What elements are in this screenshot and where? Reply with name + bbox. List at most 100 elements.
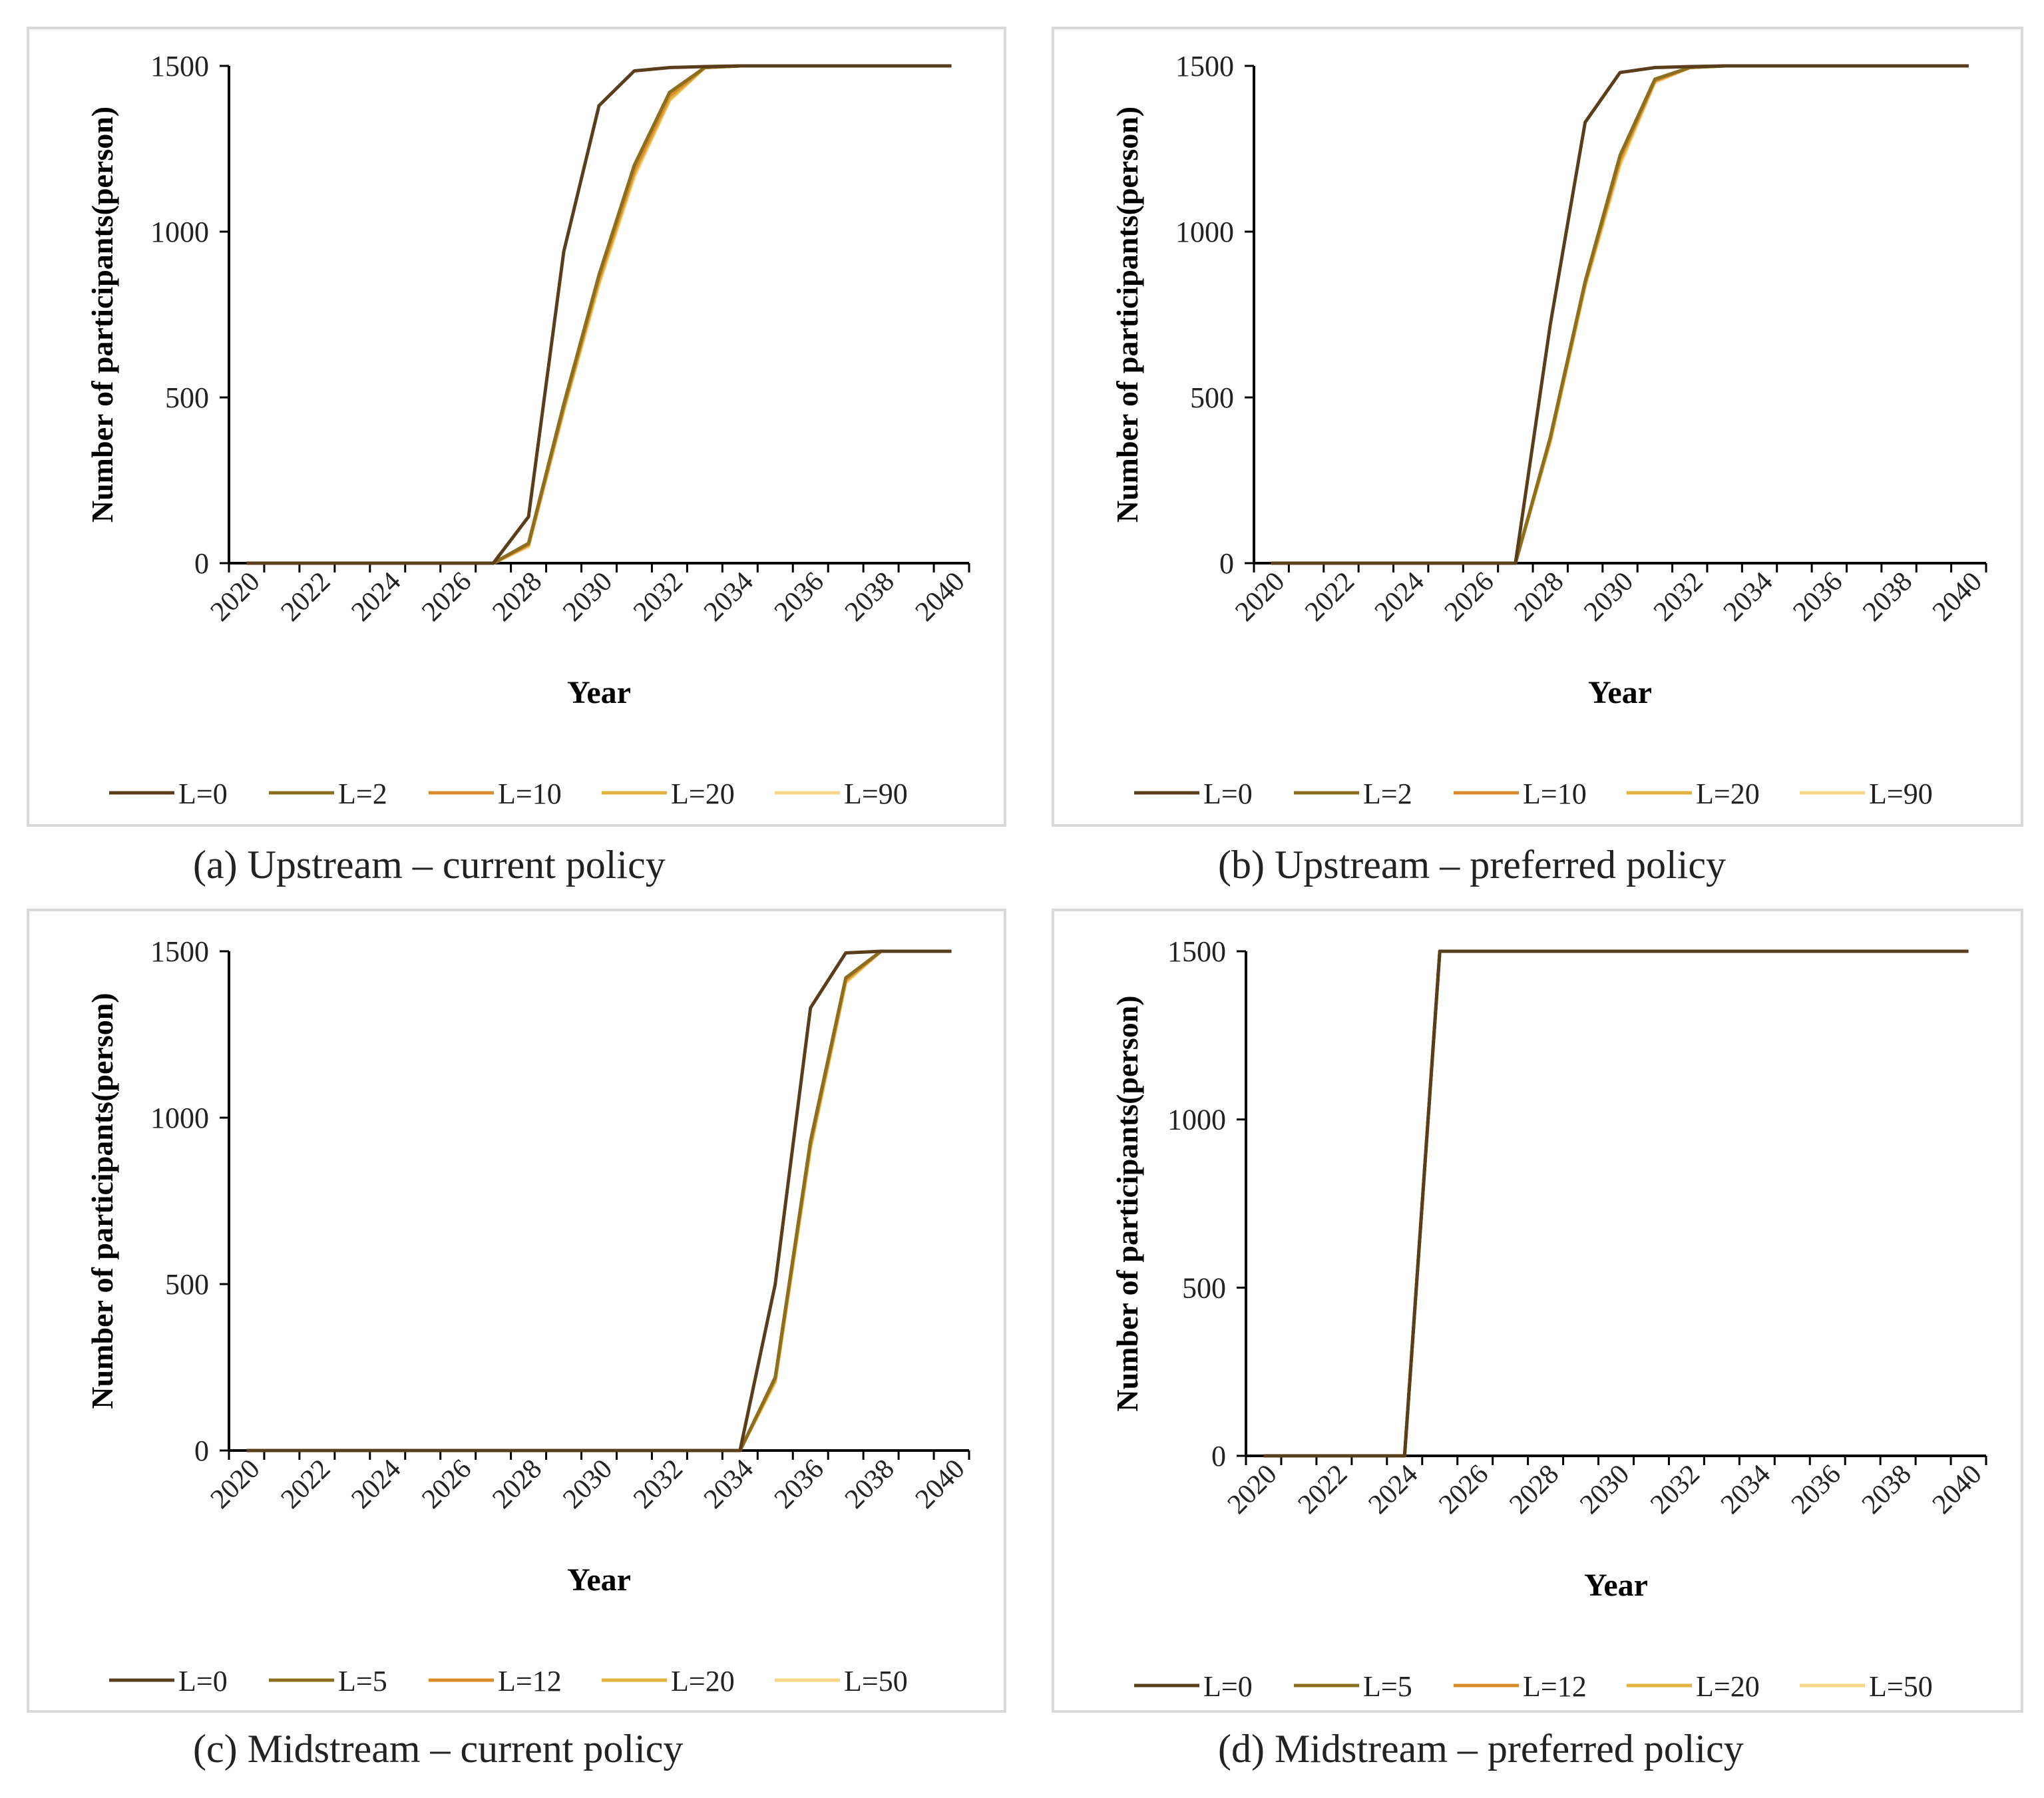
- x-tick-label: 2020: [205, 566, 266, 628]
- series-line-L=0: [246, 64, 952, 565]
- x-tick-label: 2020: [1222, 1459, 1283, 1520]
- legend-label: L=2: [1363, 778, 1412, 810]
- x-tick-label: 2024: [345, 1454, 407, 1515]
- x-tick-label: 2038: [1856, 1459, 1918, 1520]
- legend-label: L=10: [1523, 778, 1587, 810]
- x-tick-label: 2028: [487, 1454, 548, 1515]
- x-tick-label: 2040: [910, 566, 971, 628]
- x-axis-title: Year: [1584, 1568, 1648, 1603]
- chart-a: 0 500 1000 1500 2020 2022 2024 2026 2028 2030 2032…: [85, 50, 971, 810]
- chart-panel-c: 0 500 1000 1500 2020 2022 2024 2026 2028 2030 2032…: [27, 909, 1006, 1713]
- x-tick-label: 2028: [1508, 566, 1569, 628]
- series-line-L=2: [246, 64, 952, 565]
- x-tick-label: 2036: [769, 566, 830, 628]
- x-tick-label: 2026: [416, 1454, 477, 1515]
- series-line-L=90: [1271, 64, 1969, 565]
- y-tick-label: 1000: [150, 216, 209, 248]
- series-line-L=5: [1263, 949, 1969, 1458]
- x-tick-label: 2034: [698, 566, 759, 628]
- legend-label: L=50: [1869, 1670, 1933, 1703]
- x-tick-label: 2030: [557, 566, 618, 628]
- caption-b: (b) Upstream – preferred policy: [1218, 843, 1727, 887]
- legend-label: L=90: [844, 778, 908, 810]
- x-tick-label: 2030: [1574, 1459, 1635, 1520]
- y-axis-title: Number of participants(person): [1110, 107, 1144, 523]
- chart-panel-b: 0 500 1000 1500 2020 2022 2024 2026 2028 2030 2032…: [1052, 27, 2023, 827]
- x-tick-label: 2020: [1229, 566, 1291, 628]
- y-tick-label: 1000: [1175, 216, 1234, 248]
- x-tick-label: 2038: [839, 566, 901, 628]
- legend-label: L=20: [1696, 1670, 1760, 1703]
- y-tick-label: 500: [1190, 381, 1234, 414]
- series-line-L=10: [246, 64, 952, 565]
- series-line-L=5: [246, 949, 952, 1453]
- series-line-L=0: [1263, 949, 1969, 1458]
- series-line-L=2: [1271, 64, 1969, 565]
- series-line-L=20: [1271, 64, 1969, 565]
- y-tick-label: 1000: [150, 1102, 209, 1134]
- x-tick-label: 2032: [1645, 1459, 1706, 1520]
- series-line-L=0: [1271, 64, 1969, 565]
- caption-c: (c) Midstream – current policy: [193, 1727, 684, 1771]
- chart-b: 0 500 1000 1500 2020 2022 2024 2026 2028 2030 2032…: [1110, 50, 1988, 810]
- legend-label: L=5: [338, 1665, 387, 1697]
- legend-label: L=20: [1696, 778, 1760, 810]
- chart-c: 0 500 1000 1500 2020 2022 2024 2026 2028 2030 2032…: [85, 935, 971, 1697]
- legend-label: L=12: [1523, 1670, 1587, 1703]
- y-axis-title: Number of participants(person): [1110, 995, 1144, 1411]
- y-tick-label: 500: [165, 1268, 209, 1301]
- x-tick-label: 2024: [1369, 566, 1430, 628]
- legend-label: L=5: [1363, 1670, 1412, 1703]
- legend-label: L=90: [1869, 778, 1933, 810]
- x-axis-title: Year: [567, 1562, 631, 1598]
- x-tick-label: 2030: [1578, 566, 1639, 628]
- x-tick-label: 2034: [1718, 566, 1779, 628]
- series-line-L=90: [246, 64, 952, 565]
- series-line-L=50: [246, 949, 952, 1453]
- x-tick-label: 2038: [1857, 566, 1918, 628]
- legend-label: L=20: [671, 1665, 735, 1697]
- series-line-L=20: [246, 64, 952, 565]
- x-tick-label: 2040: [910, 1454, 971, 1515]
- caption-a: (a) Upstream – current policy: [193, 843, 666, 887]
- y-tick-label: 500: [165, 381, 209, 414]
- y-tick-label: 0: [1219, 547, 1234, 580]
- y-tick-label: 0: [194, 1435, 209, 1467]
- x-tick-label: 2024: [345, 566, 407, 628]
- x-tick-label: 2032: [628, 566, 689, 628]
- legend-label: L=0: [178, 1665, 228, 1697]
- series-line-L=50: [1263, 949, 1969, 1458]
- x-tick-label: 2022: [276, 566, 337, 628]
- x-tick-label: 2038: [839, 1454, 901, 1515]
- x-tick-label: 2040: [1927, 1459, 1988, 1520]
- chart-d: 0 500 1000 1500 2020 2022 2024 2026 2028 2030 2032…: [1110, 935, 1988, 1703]
- x-tick-label: 2026: [1439, 566, 1500, 628]
- x-tick-label: 2020: [205, 1454, 266, 1515]
- x-tick-label: 2032: [628, 1454, 689, 1515]
- x-tick-label: 2026: [416, 566, 477, 628]
- y-axis-title: Number of participants(person): [85, 993, 119, 1409]
- y-tick-label: 0: [194, 547, 209, 580]
- legend-label: L=2: [338, 778, 387, 810]
- x-tick-label: 2022: [1299, 566, 1360, 628]
- series-line-L=20: [246, 949, 952, 1453]
- y-tick-label: 0: [1211, 1440, 1226, 1472]
- x-tick-label: 2040: [1927, 566, 1988, 628]
- x-tick-label: 2034: [698, 1454, 759, 1515]
- x-tick-label: 2036: [1787, 566, 1848, 628]
- y-tick-label: 1500: [150, 935, 209, 968]
- x-tick-label: 2028: [487, 566, 548, 628]
- legend-label: L=0: [178, 778, 228, 810]
- chart-panel-d: 0 500 1000 1500 2020 2022 2024 2026 2028 2030 2032…: [1052, 909, 2023, 1713]
- y-tick-label: 1000: [1167, 1104, 1226, 1136]
- x-tick-label: 2022: [276, 1454, 337, 1515]
- legend-label: L=20: [671, 778, 735, 810]
- legend-label: L=0: [1203, 778, 1253, 810]
- x-tick-label: 2022: [1293, 1459, 1354, 1520]
- legend-label: L=0: [1203, 1670, 1253, 1703]
- series-line-L=12: [246, 949, 952, 1453]
- x-axis-title: Year: [1588, 675, 1652, 710]
- series-line-L=20: [1263, 949, 1969, 1458]
- y-axis-title: Number of participants(person): [85, 107, 119, 523]
- chart-panel-a: 0 500 1000 1500 2020 2022 2024 2026 2028 2030 2032…: [27, 27, 1006, 827]
